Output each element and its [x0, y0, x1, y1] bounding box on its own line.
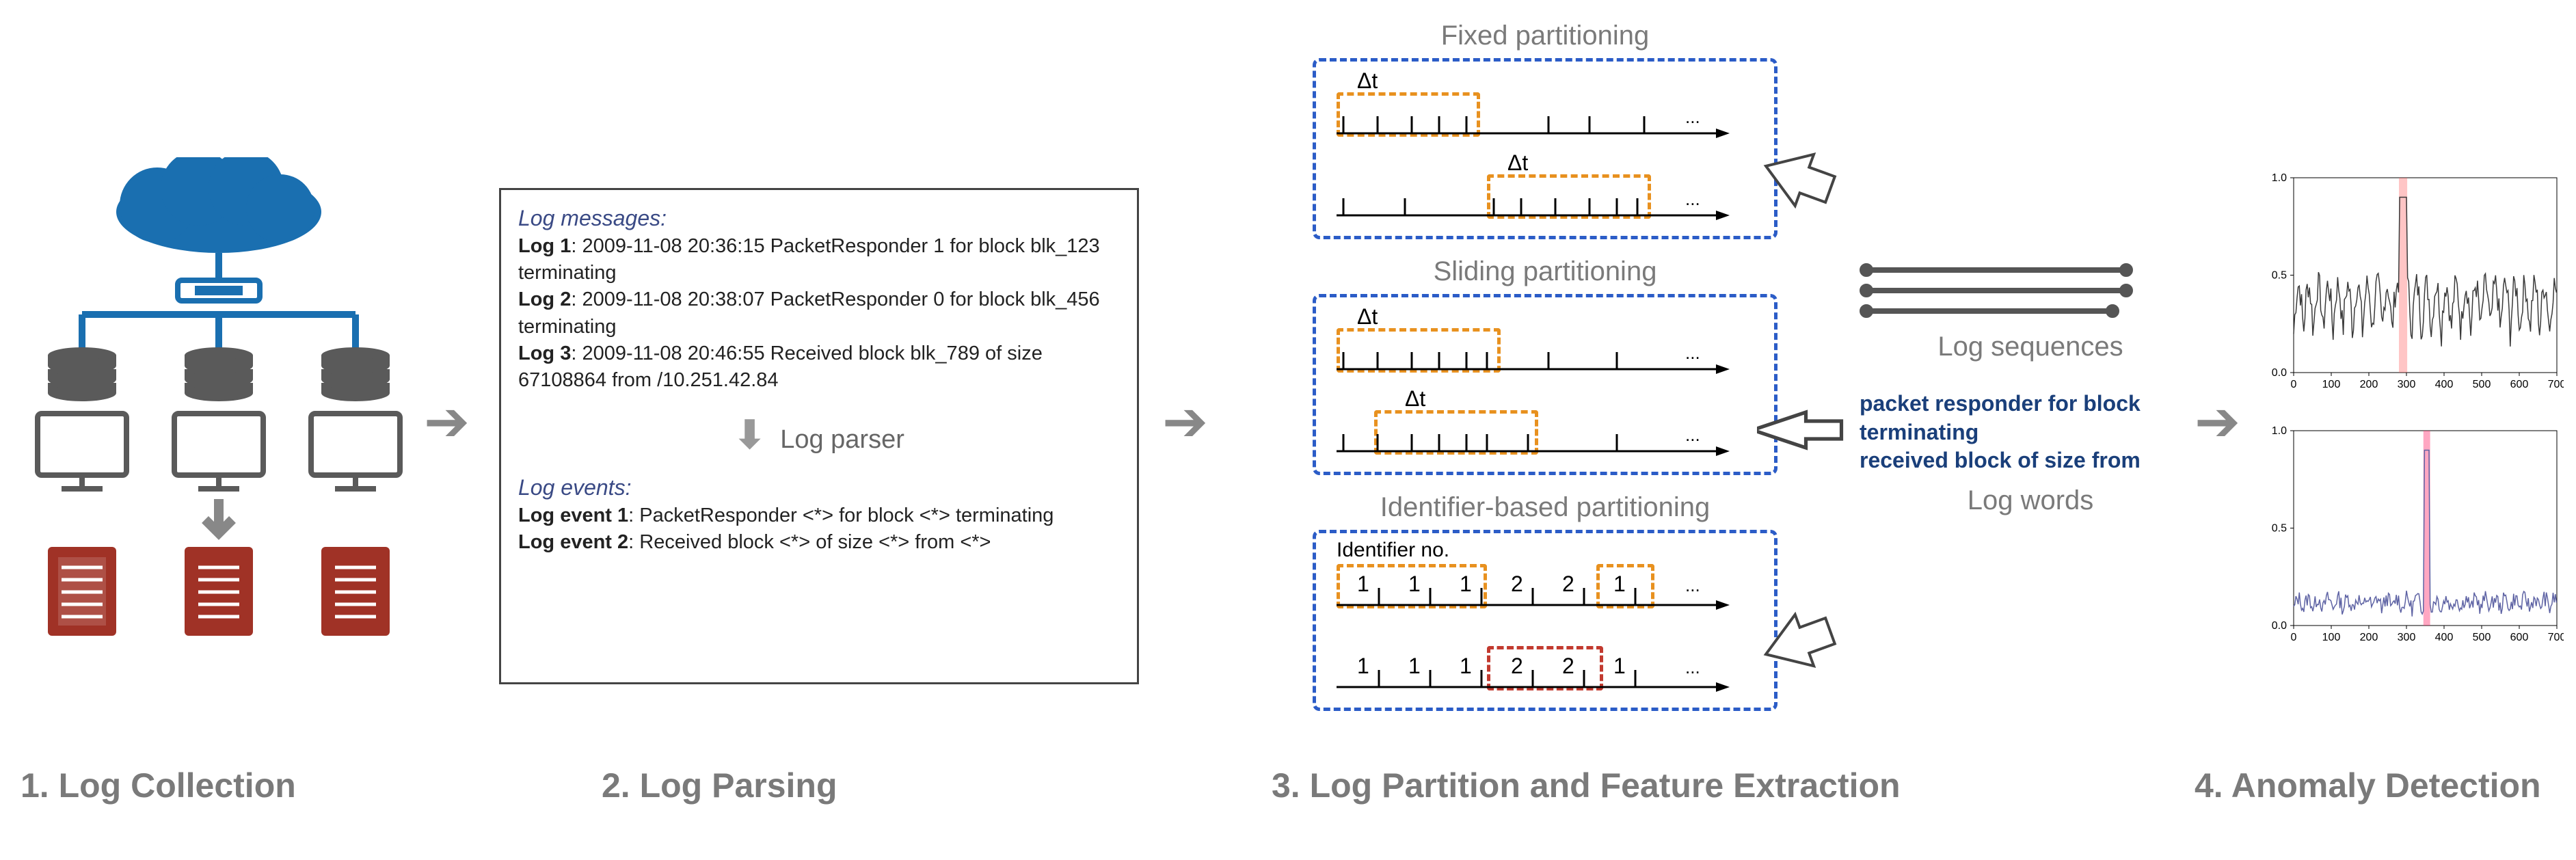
svg-text:0.5: 0.5	[2272, 523, 2287, 535]
svg-text:400: 400	[2435, 379, 2454, 390]
svg-text:...: ...	[1685, 189, 1700, 209]
svg-text:500: 500	[2473, 379, 2491, 390]
svg-text:0.5: 0.5	[2272, 270, 2287, 282]
log3: Log 3: 2009-11-08 20:46:55 Received bloc…	[518, 340, 1120, 394]
svg-text:1.0: 1.0	[2272, 172, 2287, 184]
svg-text:0.0: 0.0	[2272, 367, 2287, 379]
log1: Log 1: 2009-11-08 20:36:15 PacketRespond…	[518, 233, 1120, 286]
svg-text:...: ...	[1685, 575, 1700, 595]
label-s1: 1. Log Collection	[21, 766, 296, 805]
svg-text:200: 200	[2360, 632, 2378, 643]
event2: Log event 2: Received block <*> of size …	[518, 529, 1120, 556]
svg-text:1: 1	[1460, 572, 1472, 596]
arrow-1: ➔	[424, 390, 470, 453]
event1: Log event 1: PacketResponder <*> for blo…	[518, 502, 1120, 529]
log-sequences: Log sequences	[1860, 332, 2201, 362]
anomaly-chart-2: 0 100 200 300 400 500 600 700 0.0 0.5 1.0	[2263, 424, 2564, 649]
arrow-2: ➔	[1162, 390, 1208, 453]
log-file-icons	[48, 547, 390, 636]
svg-text:1: 1	[1357, 654, 1369, 678]
svg-text:200: 200	[2360, 379, 2378, 390]
svg-text:300: 300	[2398, 379, 2416, 390]
svg-text:1: 1	[1357, 572, 1369, 596]
ident-box: Identifier no. 111221... 111221...	[1313, 530, 1777, 711]
svg-text:100: 100	[2322, 379, 2341, 390]
svg-text:1: 1	[1408, 572, 1421, 596]
log-events-header: Log events:	[518, 473, 1120, 502]
svg-text:2: 2	[1511, 572, 1523, 596]
svg-text:2: 2	[1562, 572, 1574, 596]
arrow-3: ➔	[2195, 390, 2240, 453]
svg-text:...: ...	[1685, 425, 1700, 445]
db-icons	[48, 347, 390, 401]
svg-text:0: 0	[2291, 379, 2297, 390]
svg-text:0: 0	[2291, 632, 2297, 643]
stage-2-panel: Log messages: Log 1: 2009-11-08 20:36:15…	[499, 188, 1139, 684]
svg-text:300: 300	[2398, 632, 2416, 643]
label-s4: 4. Anomaly Detection	[2195, 766, 2541, 805]
svg-text:1: 1	[1613, 572, 1626, 596]
stage-4: 0 100 200 300 400 500 600 700 0.0 0.5 1.0 0 100 200 3…	[2263, 171, 2564, 649]
label-s2: 2. Log Parsing	[602, 766, 837, 805]
svg-text:1: 1	[1408, 654, 1421, 678]
svg-text:0.0: 0.0	[2272, 620, 2287, 632]
svg-text:2: 2	[1511, 654, 1523, 678]
log-words-sample: packet responder for block terminating r…	[1860, 390, 2201, 475]
svg-text:...: ...	[1685, 657, 1700, 677]
label-s3: 3. Log Partition and Feature Extraction	[1272, 766, 1901, 805]
log-messages-header: Log messages:	[518, 204, 1120, 233]
log-parser-arrow: ⬇ Log parser	[518, 409, 1120, 461]
svg-text:400: 400	[2435, 632, 2454, 643]
svg-text:100: 100	[2322, 632, 2341, 643]
svg-text:700: 700	[2548, 632, 2564, 643]
monitor-icons	[38, 414, 400, 489]
log2: Log 2: 2009-11-08 20:38:07 PacketRespond…	[518, 286, 1120, 340]
svg-text:1: 1	[1613, 654, 1626, 678]
svg-text:1.0: 1.0	[2272, 425, 2287, 437]
fixed-title: Fixed partitioning	[1231, 21, 1860, 51]
svg-text:500: 500	[2473, 632, 2491, 643]
svg-text:2: 2	[1562, 654, 1574, 678]
log-words: Log words	[1860, 485, 2201, 516]
svg-text:1: 1	[1460, 654, 1472, 678]
svg-text:700: 700	[2548, 379, 2564, 390]
svg-text:600: 600	[2510, 379, 2529, 390]
svg-text:...: ...	[1685, 107, 1700, 127]
sequence-lines	[1860, 260, 2147, 321]
cloud-icon	[116, 157, 321, 253]
anomaly-chart-1: 0 100 200 300 400 500 600 700 0.0 0.5 1.0	[2263, 171, 2564, 397]
middle-output: Log sequences packet responder for block…	[1860, 260, 2201, 516]
svg-text:...: ...	[1685, 342, 1700, 363]
sliding-box: Δt ... Δt ...	[1313, 294, 1777, 475]
svg-text:600: 600	[2510, 632, 2529, 643]
fixed-box: Δt ... Δt ...	[1313, 58, 1777, 239]
flow-arrows	[1757, 137, 1853, 752]
stage-1	[27, 157, 410, 649]
